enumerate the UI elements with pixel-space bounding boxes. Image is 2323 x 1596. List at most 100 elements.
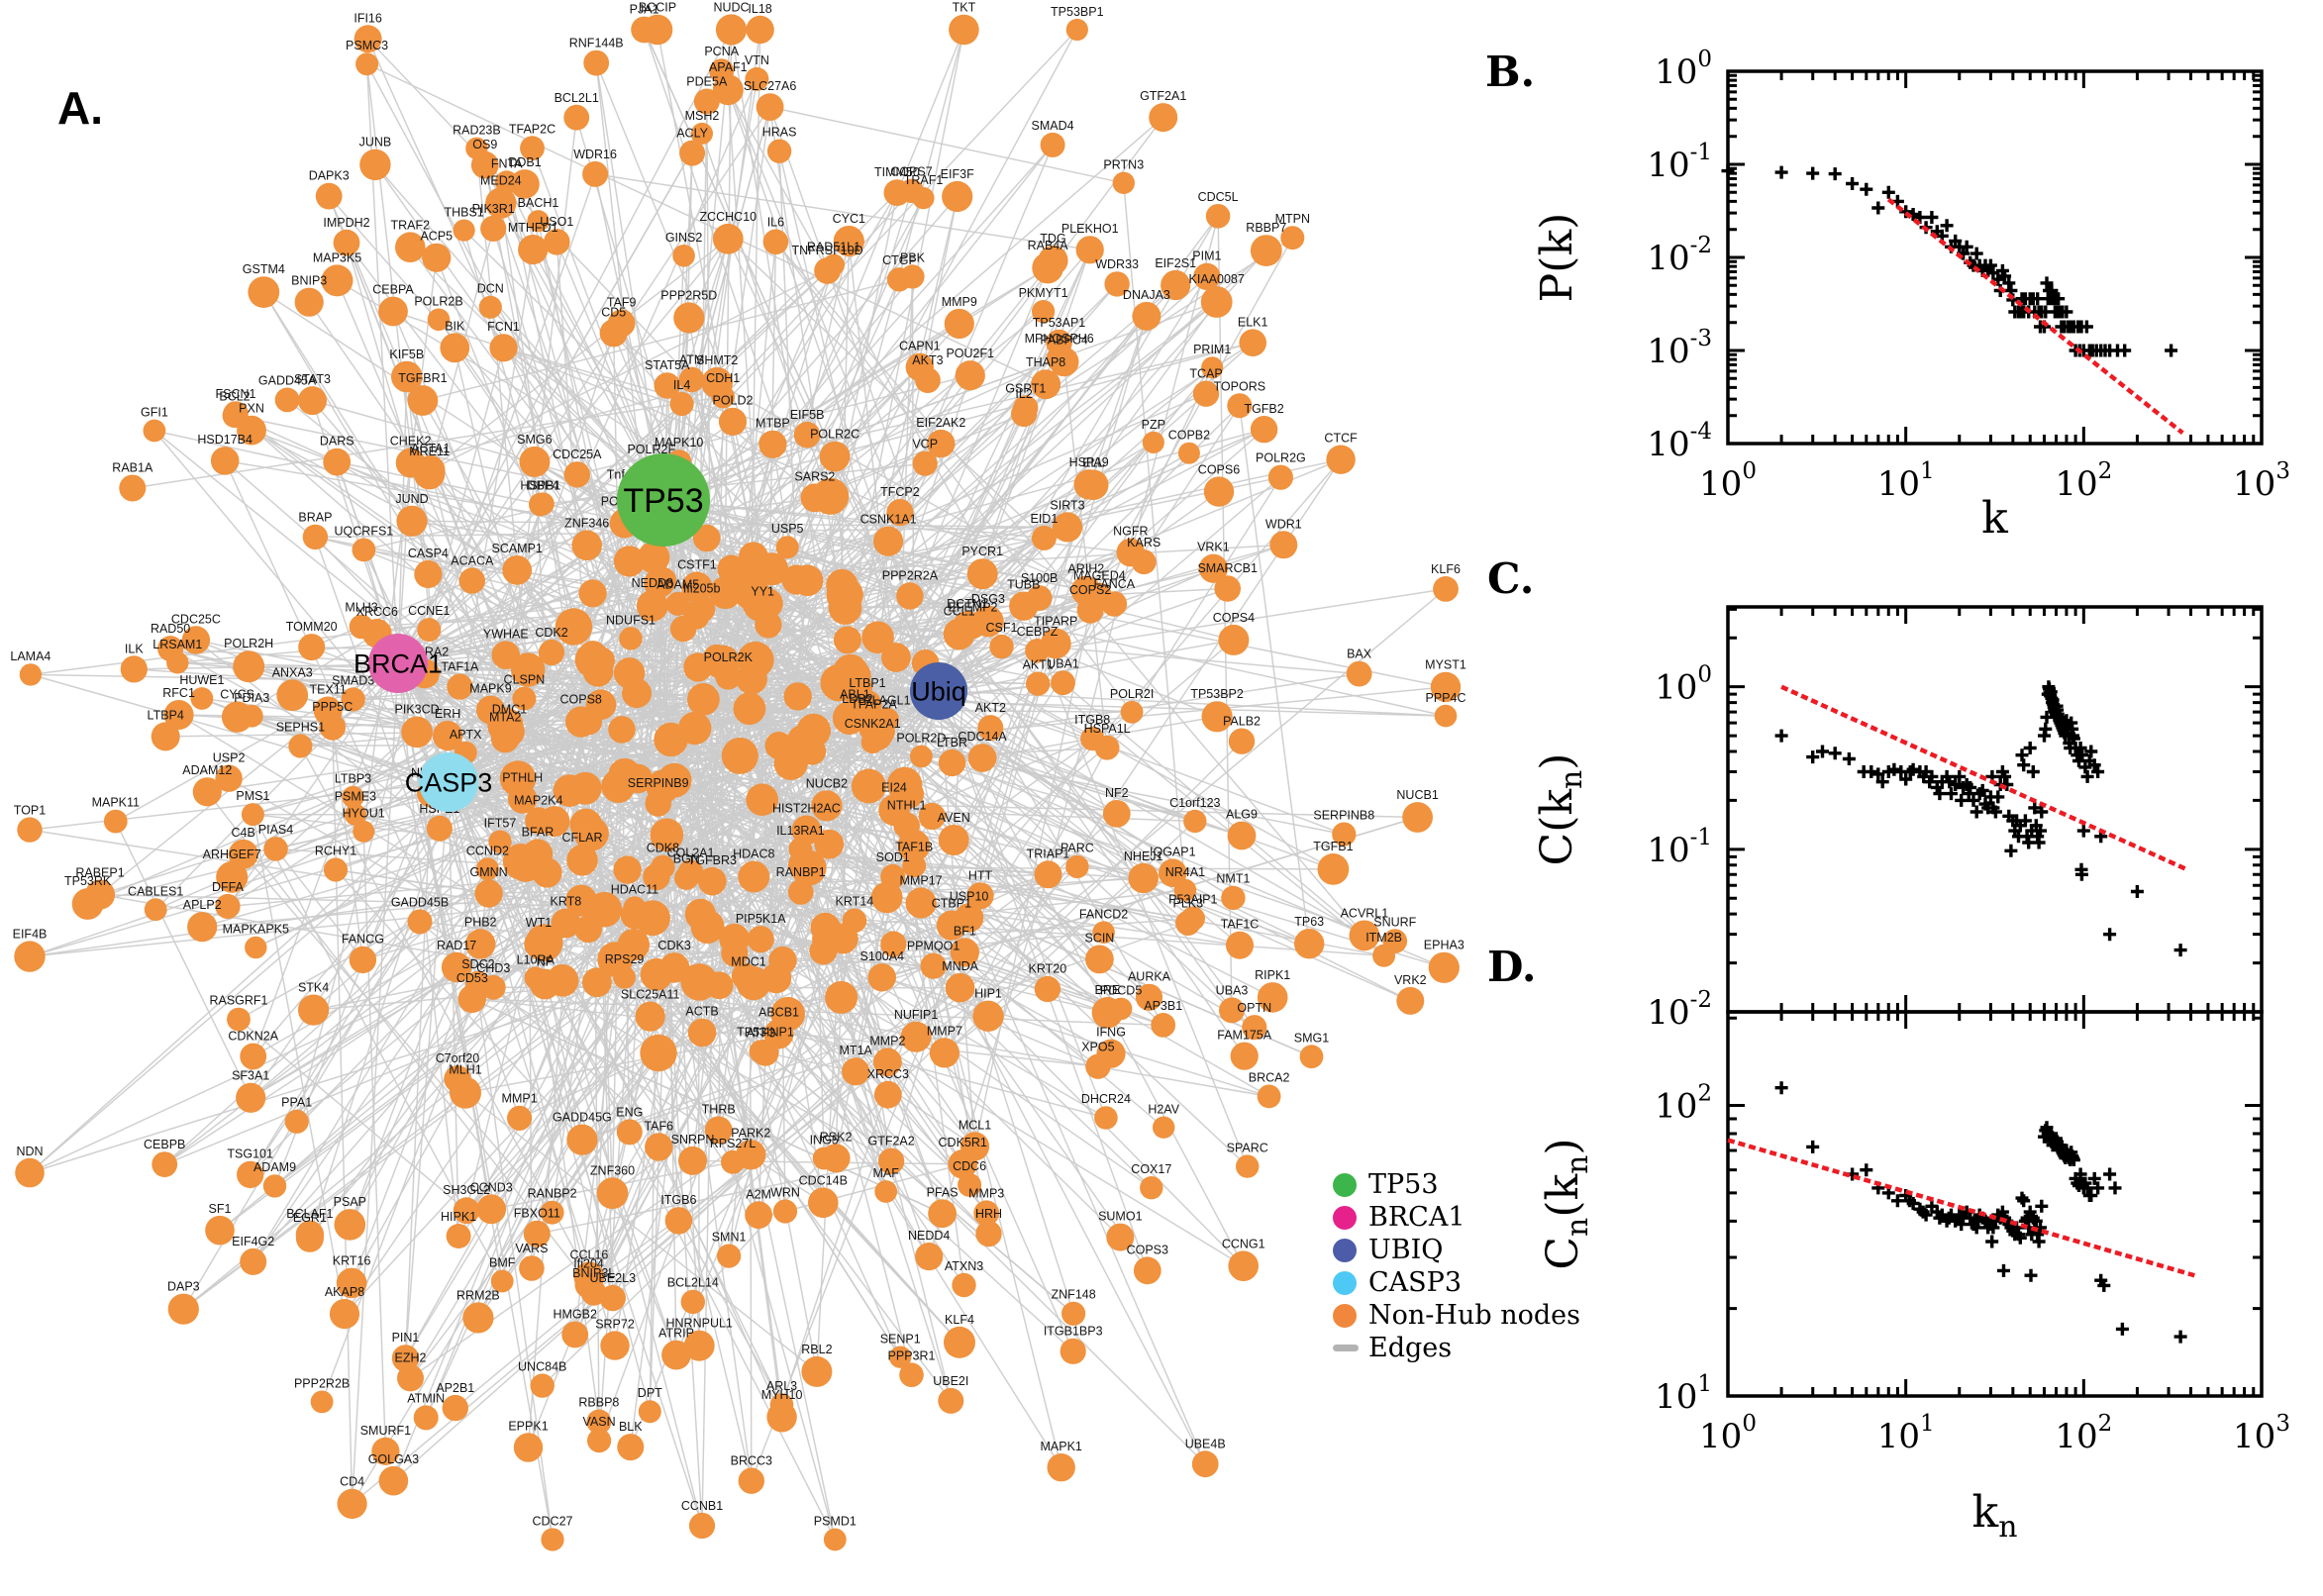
network-node	[833, 226, 864, 257]
network-node	[929, 1038, 960, 1068]
node-label: TP53BP2	[1190, 687, 1244, 701]
network-node	[544, 229, 570, 255]
network-node	[684, 898, 717, 931]
node-label: HRH	[975, 1207, 1002, 1221]
node-label: CCNG1	[1222, 1237, 1265, 1250]
node-label: CEBPZ	[1017, 625, 1059, 639]
network-node	[674, 865, 699, 890]
node-label: MED24	[480, 173, 522, 187]
network-node	[494, 170, 519, 194]
node-label: POLR2H	[224, 637, 273, 650]
node-label: SMAD4	[1032, 119, 1074, 133]
network-node	[1070, 575, 1101, 606]
network-node	[828, 591, 862, 625]
network-node	[705, 971, 734, 1000]
node-label: SCIN	[1084, 931, 1114, 945]
network-node	[396, 505, 428, 537]
network-node	[711, 384, 735, 409]
network-node	[654, 722, 688, 757]
node-label: OPTN	[1237, 1001, 1271, 1015]
network-node	[613, 855, 642, 884]
node-label: UBE4B	[1185, 1437, 1226, 1450]
node-label: PABPC4	[1040, 334, 1087, 348]
legend-node-swatch	[1333, 1172, 1357, 1197]
node-label: MLH1	[449, 1063, 481, 1077]
network-node	[801, 1355, 833, 1387]
network-node	[766, 1402, 797, 1433]
network-node	[836, 658, 871, 694]
network-node	[681, 571, 713, 603]
network-node	[1203, 476, 1235, 507]
network-node	[828, 923, 858, 954]
network-node	[167, 1293, 199, 1325]
network-node	[529, 492, 553, 517]
network-node	[502, 555, 533, 585]
node-label: CD4	[340, 1475, 364, 1489]
network-node	[569, 808, 602, 841]
network-node	[1046, 346, 1072, 371]
network-node	[738, 1467, 764, 1494]
node-label: ITGB8	[1074, 713, 1110, 727]
node-label: BRE	[1095, 983, 1121, 997]
network-node	[1434, 704, 1458, 728]
network-node	[880, 863, 906, 889]
network-node	[745, 1201, 772, 1230]
node-label: TP53RK	[64, 874, 112, 888]
network-node	[698, 866, 727, 896]
node-label: KRT20	[1029, 962, 1067, 976]
node-label: DPT	[638, 1386, 662, 1400]
legend-item-brca1: BRCA1	[1333, 1201, 1580, 1234]
network-node	[1299, 1045, 1324, 1069]
network-node	[944, 308, 974, 340]
node-label: ADAM12	[182, 763, 232, 777]
network-node	[1239, 329, 1266, 357]
plot-panel-b: 100 101 102 103 10-4 10-3 10-2 10-1 100 k P(k)	[1532, 47, 2290, 544]
panel-c-label: C.	[1487, 554, 1535, 603]
node-label: RCHY1	[315, 844, 356, 857]
node-label: MMP9	[942, 295, 977, 309]
node-label: POLR2I	[1110, 687, 1154, 701]
node-label: TGFB1	[1313, 840, 1353, 853]
network-node	[524, 966, 548, 989]
node-label: RNF144B	[569, 37, 624, 50]
network-node	[475, 857, 499, 881]
node-label: SERPINB8	[1313, 808, 1374, 822]
network-node	[336, 1267, 367, 1299]
network-node	[241, 803, 264, 827]
network-node	[1032, 300, 1056, 324]
network-node	[1034, 975, 1061, 1003]
node-label: PCNA	[704, 45, 739, 58]
tick-label: 101	[1877, 458, 1935, 504]
network-node	[687, 1018, 717, 1047]
network-node	[912, 450, 938, 476]
node-label: RBBP8	[578, 1395, 619, 1409]
network-node	[910, 745, 933, 768]
node-label: HNRNPUL1	[666, 1317, 733, 1331]
network-node	[1153, 1116, 1175, 1139]
network-node	[240, 1247, 267, 1275]
network-node	[511, 652, 546, 687]
network-node	[344, 803, 366, 826]
axis-label: P(k)	[1532, 213, 1582, 303]
node-label: NUFIP1	[894, 1008, 939, 1022]
node-label: USP5	[771, 522, 804, 536]
network-node	[683, 603, 710, 630]
legend-label: UBIQ	[1368, 1235, 1444, 1265]
network-node	[915, 1243, 944, 1271]
node-label: EIF4B	[13, 927, 48, 941]
network-node	[1227, 393, 1253, 419]
node-label: NP	[537, 955, 554, 969]
node-label: ELL	[1082, 456, 1104, 470]
node-label: MTBP	[756, 417, 790, 431]
node-label: RAD23B	[453, 124, 501, 138]
network-node	[1193, 262, 1221, 291]
node-label: PIAS4	[258, 823, 293, 837]
network-node	[464, 970, 491, 997]
node-label: TAF6	[644, 1119, 673, 1133]
node-label: GADD45B	[391, 895, 449, 909]
node-label: CCNE1	[408, 604, 450, 618]
network-node	[14, 941, 46, 972]
network-node	[989, 634, 1014, 659]
node-label: PPP2R2A	[882, 568, 939, 582]
node-label: FBXO11	[514, 1207, 560, 1221]
